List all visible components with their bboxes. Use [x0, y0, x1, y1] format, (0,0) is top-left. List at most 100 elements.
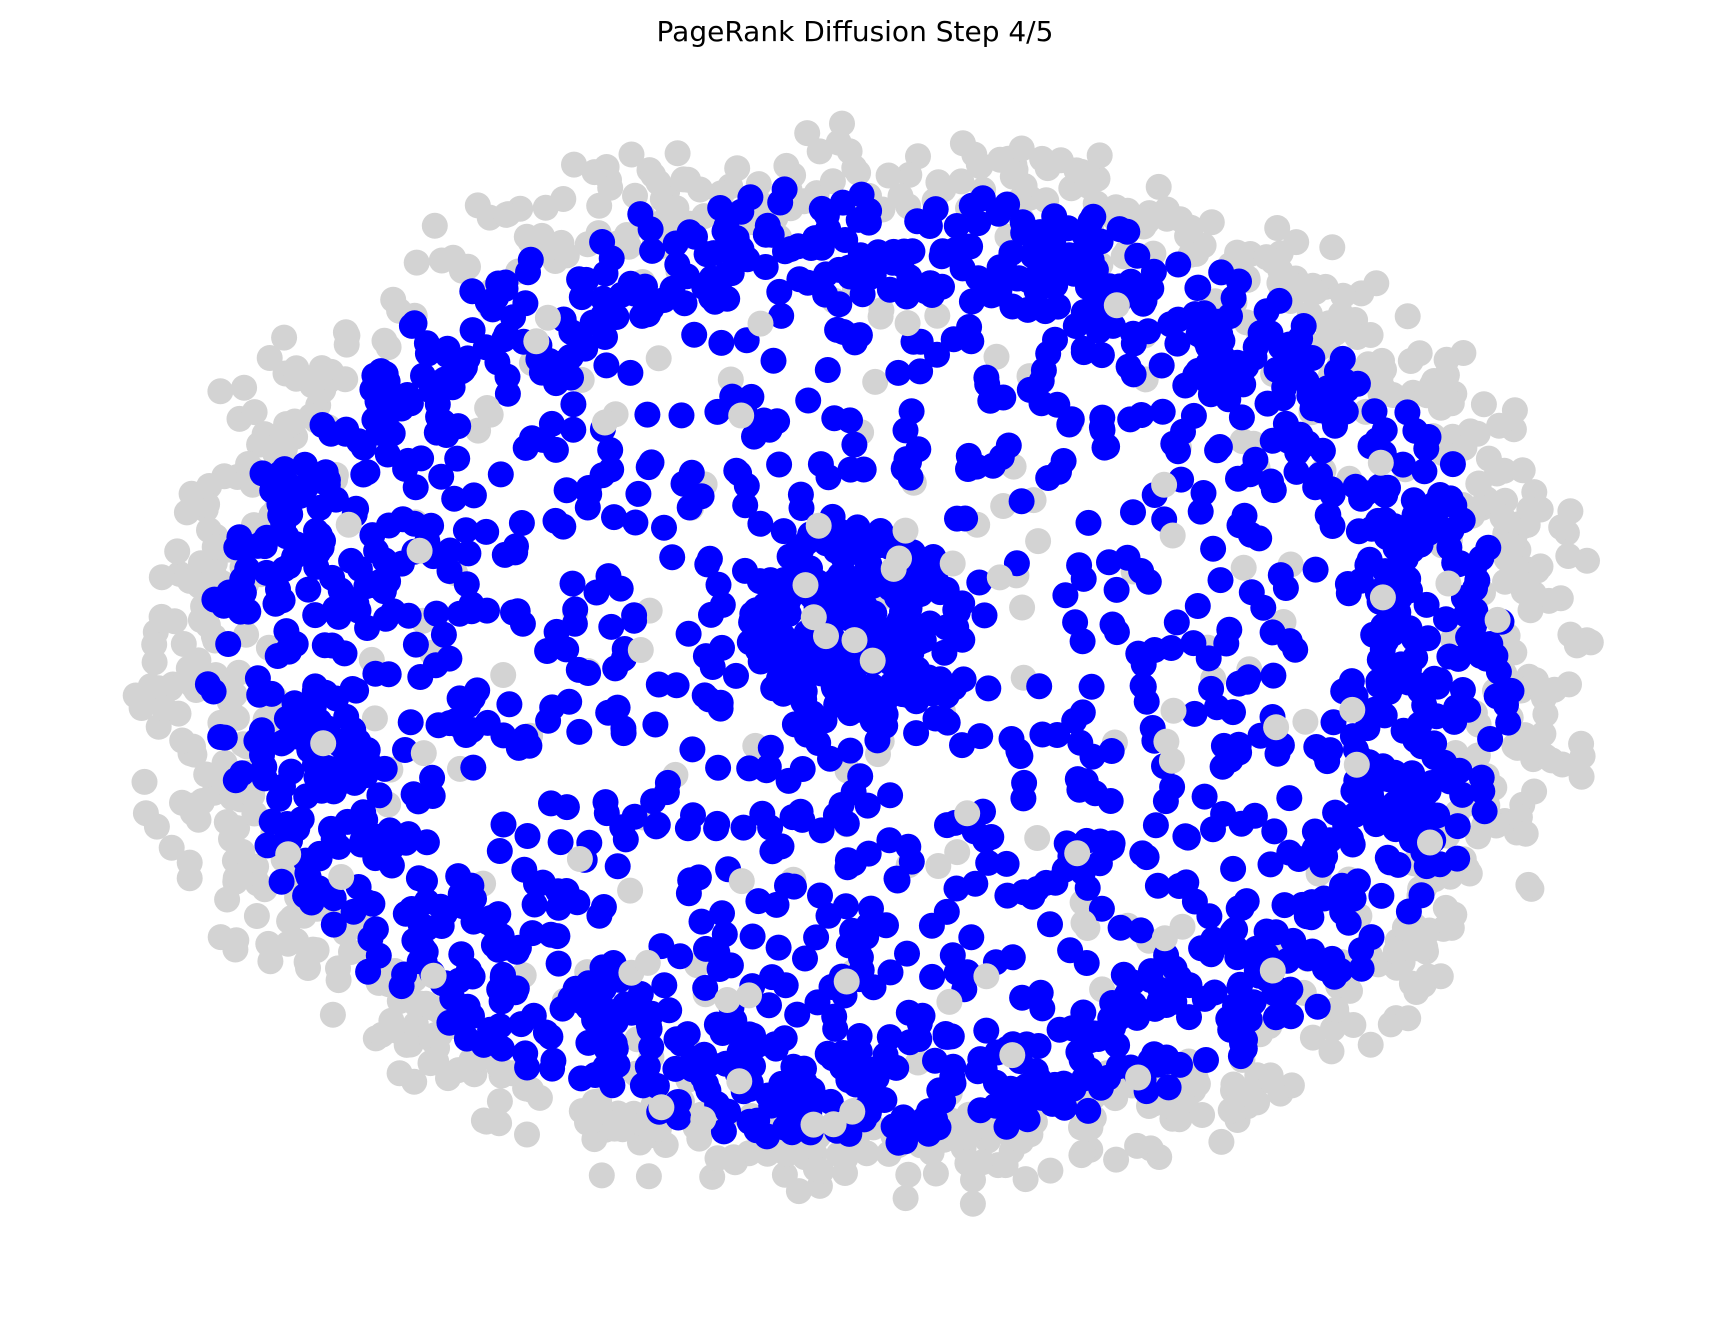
active-node	[710, 1118, 737, 1145]
active-node	[653, 779, 680, 806]
active-node	[904, 208, 931, 235]
inactive-node	[986, 564, 1013, 591]
active-node	[1493, 691, 1519, 718]
active-node	[590, 302, 617, 329]
active-node	[667, 943, 694, 970]
inactive-node	[310, 730, 337, 757]
active-node	[1348, 790, 1375, 817]
active-node	[314, 467, 341, 494]
active-node	[1174, 824, 1201, 851]
active-node	[756, 992, 782, 1019]
active-node	[496, 691, 523, 718]
active-node	[675, 620, 702, 647]
active-node	[766, 451, 793, 478]
active-node	[907, 328, 934, 355]
active-node	[805, 730, 832, 756]
inactive-node	[283, 927, 310, 954]
active-node	[846, 322, 873, 349]
active-node	[1099, 611, 1126, 638]
active-node	[795, 387, 822, 414]
active-node	[922, 196, 949, 223]
active-node	[1247, 320, 1274, 346]
inactive-node	[1512, 820, 1539, 847]
active-node	[1167, 1051, 1193, 1078]
inactive-node	[1159, 522, 1186, 549]
active-node	[712, 1050, 739, 1077]
inactive-node	[428, 247, 455, 274]
inactive-node	[1465, 470, 1492, 497]
active-node	[999, 944, 1026, 971]
inactive-node	[1124, 1132, 1151, 1159]
active-node	[1320, 709, 1347, 736]
active-node	[602, 1008, 629, 1035]
active-node	[273, 815, 299, 842]
inactive-node	[514, 1121, 540, 1148]
active-node	[622, 509, 649, 536]
active-node	[1157, 311, 1184, 338]
active-node	[295, 863, 322, 890]
inactive-node	[944, 839, 971, 866]
active-node	[971, 602, 998, 629]
active-node	[1372, 803, 1399, 830]
active-node	[354, 746, 381, 773]
active-node	[752, 602, 779, 629]
active-node	[760, 675, 787, 702]
active-node	[354, 459, 381, 486]
inactive-node	[785, 1178, 812, 1205]
active-node	[276, 638, 302, 665]
active-node	[1046, 458, 1072, 485]
inactive-node	[1527, 553, 1554, 580]
inactive-node	[1339, 696, 1366, 723]
inactive-node	[1318, 1038, 1345, 1065]
inactive-node	[953, 1123, 980, 1150]
active-node	[1220, 285, 1247, 312]
active-node	[659, 275, 686, 302]
active-node	[1439, 451, 1466, 478]
active-node	[943, 213, 970, 239]
active-node	[966, 569, 993, 596]
active-node	[1267, 562, 1294, 589]
active-node	[770, 518, 797, 545]
inactive-node	[1484, 606, 1511, 633]
active-node	[711, 218, 738, 245]
active-node	[553, 477, 580, 504]
active-node	[512, 1040, 539, 1067]
inactive-node	[645, 345, 672, 372]
active-node	[927, 579, 954, 606]
inactive-node	[417, 1050, 444, 1077]
inactive-node	[634, 949, 661, 976]
active-node	[1073, 950, 1100, 976]
active-node	[1103, 576, 1130, 603]
active-node	[1228, 810, 1255, 837]
active-node	[1098, 738, 1125, 764]
inactive-node	[1230, 554, 1257, 581]
inactive-node	[792, 572, 819, 599]
inactive-node	[490, 662, 517, 688]
active-node	[453, 571, 480, 598]
active-node	[595, 699, 622, 726]
active-node	[561, 610, 588, 637]
inactive-node	[378, 1007, 405, 1034]
active-node	[1220, 699, 1246, 726]
active-node	[1228, 404, 1255, 431]
active-node	[885, 359, 912, 386]
active-node	[1124, 242, 1151, 269]
inactive-node	[1292, 708, 1319, 735]
active-node	[982, 1092, 1009, 1119]
inactive-node	[954, 800, 981, 827]
active-node	[814, 1040, 841, 1067]
active-node	[460, 482, 487, 509]
active-node	[1095, 1064, 1122, 1091]
active-node	[413, 829, 440, 856]
active-node	[629, 302, 656, 329]
active-node	[583, 579, 610, 606]
active-node	[931, 639, 958, 666]
active-node	[473, 518, 500, 545]
active-node	[854, 555, 881, 582]
active-node	[867, 518, 894, 544]
active-node	[1395, 898, 1422, 925]
active-node	[739, 923, 766, 950]
active-node	[926, 1077, 953, 1104]
active-node	[398, 312, 425, 339]
active-node	[766, 278, 793, 305]
